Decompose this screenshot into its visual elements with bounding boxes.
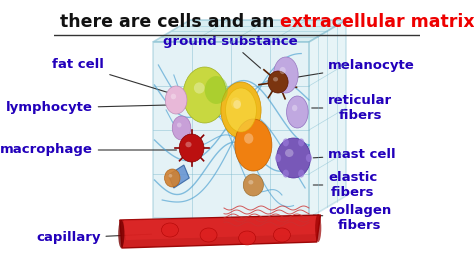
Ellipse shape [172, 116, 191, 140]
Ellipse shape [298, 170, 304, 178]
Text: mast cell: mast cell [313, 148, 396, 161]
Text: lymphocyte: lymphocyte [6, 102, 165, 114]
Ellipse shape [283, 138, 289, 146]
Text: ground substance: ground substance [163, 35, 298, 68]
Text: there are cells and an: there are cells and an [60, 13, 281, 31]
Ellipse shape [235, 119, 272, 171]
Ellipse shape [273, 77, 278, 81]
Polygon shape [153, 20, 346, 42]
Ellipse shape [273, 57, 298, 93]
Ellipse shape [306, 154, 312, 162]
Ellipse shape [221, 82, 261, 138]
Text: extracellular matrix: extracellular matrix [280, 13, 474, 31]
Ellipse shape [248, 180, 254, 184]
Ellipse shape [200, 228, 217, 242]
Ellipse shape [118, 220, 124, 248]
Ellipse shape [165, 86, 187, 114]
Ellipse shape [226, 88, 256, 132]
Ellipse shape [283, 170, 289, 178]
Ellipse shape [287, 96, 308, 128]
Text: macrophage: macrophage [0, 143, 176, 156]
Ellipse shape [239, 231, 255, 245]
Ellipse shape [276, 138, 310, 178]
Polygon shape [168, 165, 189, 188]
Ellipse shape [205, 76, 228, 104]
Ellipse shape [194, 82, 205, 94]
Ellipse shape [177, 123, 182, 127]
Ellipse shape [244, 133, 254, 144]
Ellipse shape [298, 138, 304, 146]
Ellipse shape [179, 134, 204, 162]
Ellipse shape [168, 174, 172, 177]
Ellipse shape [231, 97, 241, 109]
Ellipse shape [164, 169, 180, 187]
Ellipse shape [233, 100, 241, 109]
Ellipse shape [315, 214, 321, 242]
Ellipse shape [292, 105, 297, 111]
Text: capillary: capillary [36, 231, 152, 244]
Text: collagen
fibers: collagen fibers [313, 204, 392, 232]
Polygon shape [153, 42, 309, 218]
Ellipse shape [285, 149, 293, 157]
Ellipse shape [171, 94, 176, 99]
Ellipse shape [162, 223, 178, 237]
Ellipse shape [243, 174, 264, 196]
Polygon shape [124, 216, 319, 240]
Text: fat cell: fat cell [53, 59, 173, 94]
Ellipse shape [275, 154, 281, 162]
Polygon shape [309, 20, 346, 218]
Text: melanocyte: melanocyte [295, 59, 415, 78]
Text: elastic
fibers: elastic fibers [313, 171, 377, 199]
Ellipse shape [185, 142, 191, 147]
Ellipse shape [268, 71, 288, 93]
Ellipse shape [183, 67, 226, 123]
Ellipse shape [273, 228, 291, 242]
Polygon shape [120, 215, 320, 248]
Text: reticular
fibers: reticular fibers [312, 94, 392, 122]
Ellipse shape [280, 67, 286, 74]
